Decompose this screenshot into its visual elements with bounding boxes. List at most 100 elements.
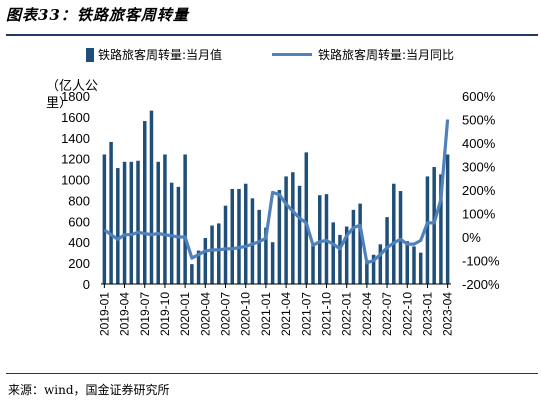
left-tick-label: 1600	[61, 110, 90, 125]
bar-2023-03	[439, 174, 443, 284]
left-tick-label: 1200	[61, 152, 90, 167]
bar-2022-04	[365, 259, 369, 284]
right-tick-label: -100%	[462, 254, 500, 269]
bar-2021-05	[291, 172, 295, 284]
x-tick-label: 2020-01	[178, 292, 192, 336]
bar-2020-04	[203, 238, 208, 284]
x-tick-label: 2021-07	[299, 292, 313, 336]
bar-2021-03	[277, 190, 282, 284]
bar-2021-06	[297, 185, 302, 284]
right-tick-label: 400%	[462, 136, 496, 151]
bar-2020-06	[217, 223, 221, 284]
left-tick-label: 200	[68, 256, 90, 271]
left-axis-unit: （亿人公里）	[46, 79, 99, 111]
bar-2019-10	[163, 154, 167, 284]
bar-2019-01	[102, 154, 107, 284]
bar-2023-02	[432, 167, 436, 284]
bar-2022-09	[398, 191, 403, 284]
legend-label-bar: 铁路旅客周转量:当月值	[98, 48, 223, 62]
x-tick-label: 2019-04	[118, 292, 132, 336]
right-tick-label: 200%	[462, 183, 496, 198]
left-tick-label: 1800	[61, 89, 90, 104]
x-tick-label: 2022-04	[360, 292, 374, 336]
bar-2020-03	[196, 250, 201, 284]
left-tick-label: 600	[68, 214, 90, 229]
bar-2023-04	[445, 154, 450, 284]
bar-2022-01	[344, 226, 349, 284]
x-tick-label: 2019-10	[158, 292, 172, 336]
bar-2022-05	[371, 254, 376, 284]
bar-2019-05	[129, 161, 134, 284]
bar-2022-06	[378, 244, 383, 284]
x-tick-label: 2023-01	[420, 292, 434, 336]
x-tick-label: 2020-04	[198, 292, 212, 336]
bar-2021-02	[270, 242, 275, 284]
bar-2020-12	[257, 209, 261, 284]
bar-2022-12	[418, 252, 423, 284]
legend-swatch-line	[272, 53, 312, 56]
bar-2019-11	[169, 182, 174, 284]
legend-item-line: 铁路旅客周转量:当月同比	[272, 46, 454, 63]
bar-2020-11	[250, 198, 255, 284]
x-tick-label: 2019-07	[138, 292, 152, 336]
bar-2020-05	[210, 225, 214, 284]
x-tick-label: 2023-04	[441, 292, 455, 336]
x-tick-label: 2021-01	[259, 292, 273, 336]
bar-2020-02	[190, 264, 194, 284]
bar-2019-04	[122, 161, 127, 284]
left-tick-label: 400	[68, 235, 90, 250]
bar-2020-10	[243, 183, 248, 284]
right-tick-label: 500%	[462, 113, 496, 128]
x-tick-label: 2021-04	[279, 292, 293, 336]
bar-2022-08	[392, 183, 396, 284]
bar-2019-03	[116, 168, 120, 284]
left-tick-label: 0	[83, 277, 90, 292]
x-tick-label: 2022-07	[380, 292, 394, 336]
x-tick-label: 2022-01	[340, 292, 354, 336]
bar-2022-11	[412, 246, 416, 284]
x-tick-label: 2020-10	[239, 292, 253, 336]
bar-2019-06	[136, 160, 140, 284]
yoy-line	[103, 119, 450, 265]
bar-2020-09	[237, 188, 241, 284]
left-tick-label: 1000	[61, 173, 90, 188]
bar-2022-03	[358, 203, 362, 284]
bar-2021-12	[338, 234, 342, 284]
right-tick-label: 600%	[462, 89, 496, 104]
bar-2021-08	[311, 245, 315, 284]
left-tick-label: 800	[68, 193, 90, 208]
bar-2021-11	[331, 222, 335, 284]
x-tick-label: 2022-10	[400, 292, 414, 336]
footer-rule	[6, 373, 538, 374]
right-tick-label: 100%	[462, 207, 496, 222]
bar-2021-01	[264, 227, 268, 284]
right-tick-label: 300%	[462, 160, 496, 175]
bar-2023-01	[425, 176, 430, 284]
source-note: 来源：wind，国金证券研究所	[8, 383, 170, 397]
legend-swatch-bar	[86, 47, 94, 62]
right-tick-label: -200%	[462, 277, 500, 292]
left-tick-label: 1400	[61, 131, 90, 146]
legend-label-line: 铁路旅客周转量:当月同比	[318, 48, 455, 62]
legend: 铁路旅客周转量:当月值 铁路旅客周转量:当月同比	[0, 46, 541, 66]
bar-2022-07	[385, 217, 389, 284]
legend-item-bar: 铁路旅客周转量:当月值	[86, 46, 222, 63]
x-tick-label: 2020-07	[219, 292, 233, 336]
chart-title: 图表33：铁路旅客周转量	[6, 6, 189, 24]
bar-2019-09	[156, 161, 160, 284]
bar-2021-09	[318, 195, 322, 284]
bar-2021-04	[284, 176, 288, 284]
title-rule	[6, 34, 538, 36]
bar-2021-07	[304, 152, 309, 284]
bar-2020-01	[183, 154, 187, 284]
x-tick-label: 2021-10	[319, 292, 333, 336]
right-tick-label: 0%	[462, 230, 481, 245]
bar-2022-02	[351, 209, 356, 284]
bar-2019-07	[143, 121, 147, 284]
bar-2020-08	[230, 188, 234, 284]
bar-2022-10	[405, 241, 409, 284]
bar-2020-07	[223, 205, 228, 284]
bar-2019-08	[149, 110, 154, 284]
bar-2019-02	[109, 141, 113, 284]
